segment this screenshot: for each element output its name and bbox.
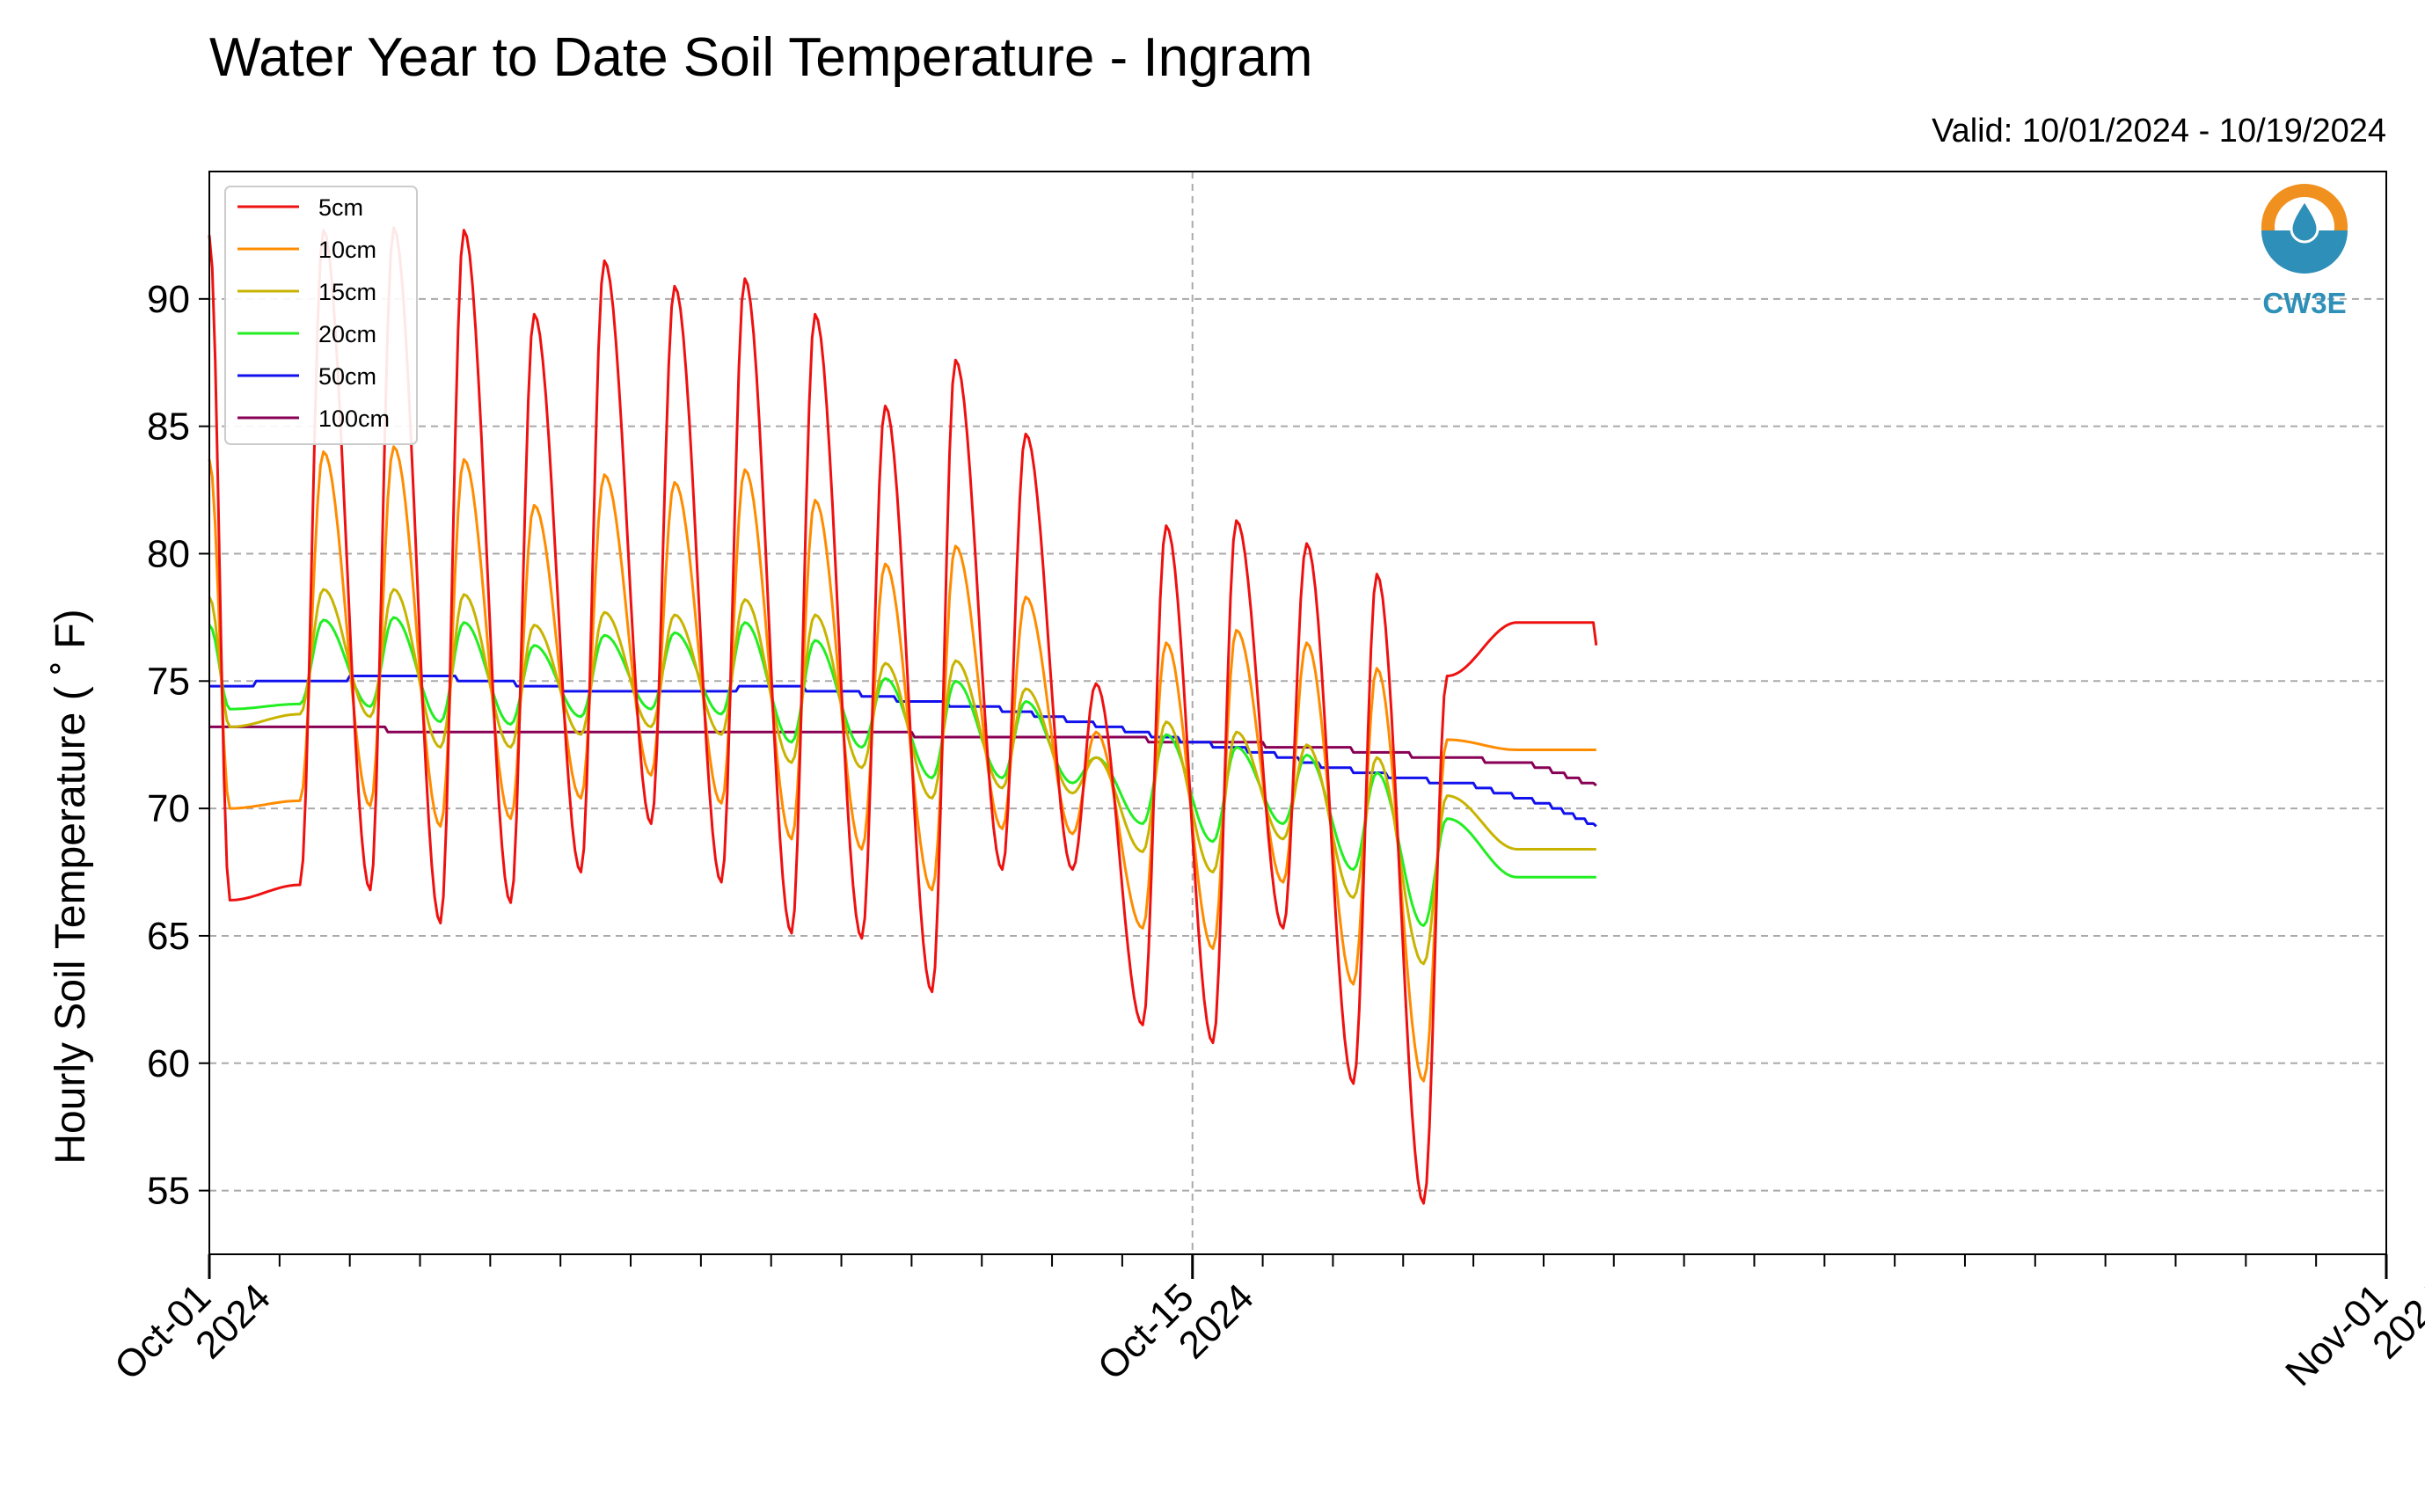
y-tick-label: 70 bbox=[147, 787, 190, 830]
water-drop-icon bbox=[2290, 198, 2319, 244]
y-tick-label: 65 bbox=[147, 915, 190, 958]
legend-label-50cm: 50cm bbox=[318, 363, 376, 390]
legend-label-100cm: 100cm bbox=[318, 405, 390, 432]
logo-waves bbox=[2261, 230, 2348, 274]
legend-label-10cm: 10cm bbox=[318, 237, 376, 263]
y-tick-label: 85 bbox=[147, 405, 190, 449]
legend-label-5cm: 5cm bbox=[318, 194, 363, 221]
y-tick-label: 60 bbox=[147, 1042, 190, 1085]
series-line-10cm bbox=[208, 445, 1596, 1083]
y-tick-label: 75 bbox=[147, 660, 190, 703]
series-line-100cm bbox=[209, 725, 1597, 787]
cw3e-logo: CW3E bbox=[2261, 184, 2348, 319]
series-line-5cm bbox=[208, 226, 1598, 1205]
legend-label-20cm: 20cm bbox=[318, 321, 376, 347]
logo-text: CW3E bbox=[2262, 287, 2346, 319]
chart-subtitle: Valid: 10/01/2024 - 10/19/2024 bbox=[1932, 113, 2386, 150]
chart-title: Water Year to Date Soil Temperature - In… bbox=[209, 27, 1312, 88]
legend-label-15cm: 15cm bbox=[318, 279, 376, 305]
series-layer bbox=[208, 226, 1598, 1205]
y-tick-label: 55 bbox=[147, 1170, 190, 1213]
plot-frame bbox=[208, 171, 2387, 1255]
legend: 5cm 10cm 15cm 20cm 50cm 100cm bbox=[224, 186, 418, 445]
y-axis-label: Hourly Soil Temperature ( ˚ F) bbox=[47, 609, 94, 1164]
y-tick-label: 80 bbox=[147, 532, 190, 575]
legend-box bbox=[224, 186, 418, 445]
y-tick-label: 90 bbox=[147, 278, 190, 321]
